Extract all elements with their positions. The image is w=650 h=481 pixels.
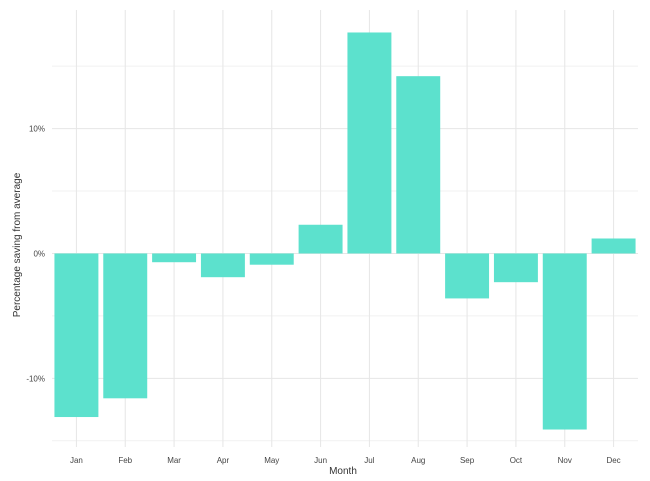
y-tick-label: 10%	[29, 125, 45, 134]
x-tick-label: Sep	[460, 456, 475, 465]
bar-jan	[54, 253, 99, 418]
x-tick-label: Apr	[217, 456, 230, 465]
y-tick-label: 0%	[33, 249, 45, 258]
bar-mar	[152, 253, 197, 263]
x-tick-label: Jul	[364, 456, 374, 465]
bar-may	[249, 253, 294, 265]
x-tick-label: Feb	[118, 456, 132, 465]
x-axis-ticks: Jan Feb Mar Apr May Jun Jul Aug Sep Oct Nov Dec	[70, 456, 621, 465]
bar-oct	[493, 253, 538, 283]
bar-feb	[103, 253, 148, 399]
x-tick-label: May	[264, 456, 279, 465]
x-axis-title: Month	[329, 466, 357, 477]
x-tick-label: Oct	[510, 456, 523, 465]
bar-sep	[445, 253, 490, 299]
bar-dec	[591, 238, 636, 254]
x-tick-label: Aug	[411, 456, 425, 465]
x-tick-label: Mar	[167, 456, 181, 465]
bar-apr	[200, 253, 245, 278]
y-axis-title: Percentage saving from average	[12, 172, 23, 317]
bar-nov	[542, 253, 587, 430]
bar-aug	[396, 76, 441, 254]
y-tick-label: -10%	[26, 374, 45, 383]
y-axis-ticks: -10% 0% 10%	[26, 125, 45, 384]
x-tick-label: Nov	[558, 456, 572, 465]
x-tick-label: Dec	[606, 456, 620, 465]
x-tick-label: Jun	[314, 456, 327, 465]
bar-jun	[298, 224, 343, 254]
x-tick-label: Jan	[70, 456, 83, 465]
bars	[54, 32, 636, 430]
bar-jul	[347, 32, 392, 254]
